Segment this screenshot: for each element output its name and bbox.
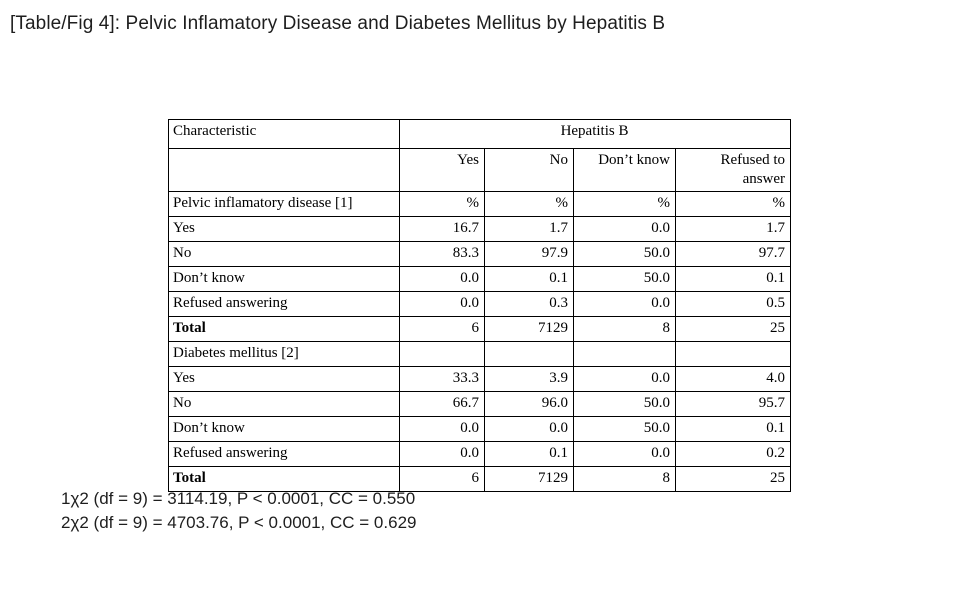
table-corner-header: Characteristic [168,119,400,149]
table-body: Characteristic Hepatitis B Yes No Don’t … [168,119,792,492]
data-row-value: 0.0 [573,290,676,317]
data-row-value: 33.3 [399,365,485,392]
data-row-label: Don’t know [168,265,400,292]
data-row-value: 97.7 [674,240,792,267]
data-row-value: 0.0 [399,290,485,317]
data-row-value: 0.0 [399,440,485,467]
total-row-value: 7129 [484,315,574,342]
column-header-refused-to-answer: Refused to answer [674,148,792,192]
data-row-value: 0.0 [399,265,485,292]
total-row-value: 6 [399,465,485,492]
data-row-value: 0.0 [484,415,574,442]
section-header-row-label: Diabetes mellitus [2] [168,340,400,367]
footnote-chi-square-1: 1χ2 (df = 9) = 3114.19, P < 0.0001, CC =… [61,489,416,508]
section-header-row-value [484,340,574,367]
data-row-value: 50.0 [573,415,676,442]
data-row-value: 66.7 [399,390,485,417]
column-header-dont-know: Don’t know [573,148,676,192]
data-row-label: No [168,390,400,417]
data-row-label: Yes [168,365,400,392]
total-row-value: 8 [573,315,676,342]
data-row-value: 50.0 [573,265,676,292]
data-row-label: Yes [168,215,400,242]
data-row-value: 3.9 [484,365,574,392]
total-row-value: 25 [674,465,792,492]
section-header-row-value [674,340,792,367]
data-row: Don’t know 0.0 0.0 50.0 0.1 [168,415,792,442]
header-row-group: Characteristic Hepatitis B [168,119,792,149]
data-row-value: 0.0 [573,440,676,467]
data-row: Yes 33.3 3.9 0.0 4.0 [168,365,792,392]
section-header-row-value [573,340,676,367]
data-row-value: 0.0 [573,365,676,392]
data-row-value: 0.3 [484,290,574,317]
total-row-value: 8 [573,465,676,492]
data-row-value: 0.1 [484,265,574,292]
data-row-label: No [168,240,400,267]
section-header-row-value [399,340,485,367]
data-row-value: 0.0 [399,415,485,442]
data-row: No 83.3 97.9 50.0 97.7 [168,240,792,267]
section-header-row-value: % [484,190,574,217]
data-row-value: 96.0 [484,390,574,417]
column-header-no: No [484,148,574,192]
data-row-value: 97.9 [484,240,574,267]
total-row-value: 25 [674,315,792,342]
data-row-label: Refused answering [168,290,400,317]
section-header-row: Diabetes mellitus [2] [168,340,792,367]
total-row: Total 6 7129 8 25 [168,315,792,342]
data-row-value: 0.0 [573,215,676,242]
data-row-value: 83.3 [399,240,485,267]
data-row: Refused answering 0.0 0.1 0.0 0.2 [168,440,792,467]
data-row: Yes 16.7 1.7 0.0 1.7 [168,215,792,242]
section-header-row-label: Pelvic inflamatory disease [1] [168,190,400,217]
data-row-value: 1.7 [674,215,792,242]
empty-header-cell [168,148,400,192]
section-header-row-value: % [573,190,676,217]
column-header-yes: Yes [399,148,485,192]
section-header-row-value: % [674,190,792,217]
total-row-label: Total [168,465,400,492]
data-row-value: 50.0 [573,240,676,267]
data-row-value: 0.1 [484,440,574,467]
section-header-row: Pelvic inflamatory disease [1]%%%% [168,190,792,217]
data-row-value: 16.7 [399,215,485,242]
total-row-value: 7129 [484,465,574,492]
table-group-header: Hepatitis B [398,119,792,149]
data-row-label: Don’t know [168,415,400,442]
data-row-value: 0.1 [674,415,792,442]
data-table: Characteristic Hepatitis B Yes No Don’t … [168,119,792,492]
page-title: [Table/Fig 4]: Pelvic Inflamatory Diseas… [10,13,666,34]
data-row-label: Refused answering [168,440,400,467]
data-row: Refused answering 0.0 0.3 0.0 0.5 [168,290,792,317]
data-row-value: 4.0 [674,365,792,392]
total-row-value: 6 [399,315,485,342]
data-row-value: 0.1 [674,265,792,292]
data-row-value: 0.2 [674,440,792,467]
footnote-chi-square-2: 2χ2 (df = 9) = 4703.76, P < 0.0001, CC =… [61,513,417,532]
total-row: Total 6 7129 8 25 [168,465,792,492]
section-header-row-value: % [399,190,485,217]
data-row: Don’t know 0.0 0.1 50.0 0.1 [168,265,792,292]
data-row-value: 50.0 [573,390,676,417]
data-row: No 66.7 96.0 50.0 95.7 [168,390,792,417]
data-row-value: 0.5 [674,290,792,317]
header-row-columns: Yes No Don’t know Refused to answer [168,148,792,192]
total-row-label: Total [168,315,400,342]
data-row-value: 1.7 [484,215,574,242]
data-row-value: 95.7 [674,390,792,417]
